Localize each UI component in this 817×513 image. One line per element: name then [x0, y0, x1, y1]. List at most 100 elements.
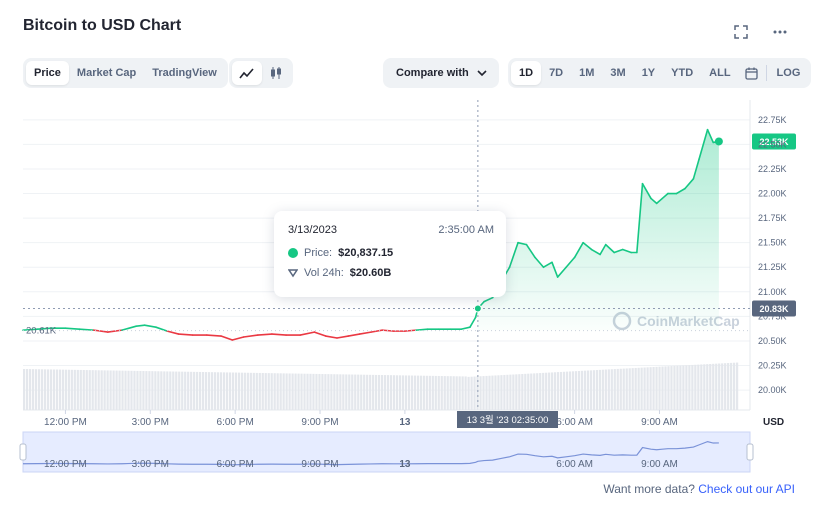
volume-bar: [464, 376, 467, 410]
volume-bar: [419, 375, 422, 410]
range-3m[interactable]: 3M: [610, 67, 626, 79]
expand-icon[interactable]: [731, 22, 751, 42]
volume-bar: [685, 365, 688, 410]
price-line-segment: [655, 197, 664, 205]
compare-with-dropdown[interactable]: Compare with: [383, 58, 499, 88]
range-1y[interactable]: 1Y: [641, 67, 656, 79]
line-chart-icon[interactable]: [232, 61, 262, 85]
volume-bar: [679, 365, 682, 410]
volume-bar: [580, 370, 584, 410]
volume-bar: [536, 373, 539, 410]
price-line-segment: [22, 328, 38, 331]
range-1m[interactable]: 1M: [579, 67, 595, 79]
price-line-segment: [650, 197, 658, 205]
range-1d[interactable]: 1D: [511, 61, 542, 85]
volume-bar: [243, 372, 246, 410]
ellipsis-icon[interactable]: [770, 22, 790, 42]
y-tick-label: 22.75K: [758, 115, 787, 125]
volume-bar: [297, 373, 300, 410]
volume-bar: [372, 374, 375, 410]
volume-bar: [380, 375, 384, 410]
price-line-segment: [698, 128, 709, 160]
volume-bar: [375, 374, 378, 410]
volume-bar: [440, 376, 443, 410]
volume-bar: [482, 376, 485, 410]
price-line-segment: [525, 243, 536, 259]
price-line-segment: [155, 326, 169, 332]
volume-bar: [216, 372, 220, 410]
y-tick-label: 20.50K: [758, 336, 787, 346]
log-toggle[interactable]: LOG: [776, 67, 801, 79]
tab-market-cap[interactable]: Market Cap: [76, 67, 137, 79]
volume-bar: [431, 375, 434, 410]
volume-bar: [357, 374, 360, 410]
price-line-segment: [675, 187, 686, 195]
volume-bar: [383, 375, 387, 410]
navigator-tick-label: 9:00 PM: [301, 459, 338, 470]
price-line-segment: [177, 333, 194, 336]
volume-bar: [601, 369, 604, 410]
x-tick-label: 9:00 PM: [301, 417, 338, 428]
calendar-icon[interactable]: [739, 61, 764, 85]
volume-bar: [378, 374, 381, 410]
navigator-tick-label: 13: [399, 459, 411, 470]
tooltip-volume-row: Vol 24h: $20.60B: [288, 267, 391, 279]
volume-bar: [598, 369, 601, 410]
api-promo-text: Want more data?: [603, 482, 695, 496]
tab-tradingview[interactable]: TradingView: [152, 67, 217, 79]
volume-bar: [703, 364, 706, 410]
api-link[interactable]: Check out our API: [698, 482, 795, 496]
volume-bar: [213, 372, 217, 410]
volume-bar: [204, 372, 208, 410]
volume-bar: [64, 369, 67, 410]
volume-bar: [551, 372, 554, 410]
volume-bar: [291, 373, 294, 410]
volume-bar: [589, 370, 593, 410]
navigator-handle[interactable]: [746, 443, 754, 461]
volume-bar: [452, 376, 455, 410]
volume-bar: [688, 365, 691, 410]
volume-bar: [571, 371, 575, 410]
volume-bar: [342, 374, 345, 410]
volume-bar: [646, 367, 649, 410]
volume-bar: [276, 373, 279, 410]
volume-bar: [577, 370, 581, 410]
volume-bar: [264, 373, 267, 410]
navigator-selection[interactable]: [22, 431, 751, 473]
y-tick-label: 22.50K: [758, 139, 787, 149]
navigator-handle[interactable]: [19, 443, 27, 461]
volume-bar: [470, 376, 473, 410]
volume-bar: [121, 370, 124, 410]
volume-bar: [467, 376, 470, 410]
volume-bar: [285, 373, 288, 410]
range-7d[interactable]: 7D: [549, 67, 564, 79]
range-ytd[interactable]: YTD: [671, 67, 694, 79]
volume-bar: [23, 369, 26, 410]
price-line-segment: [565, 256, 576, 269]
volume-bar: [562, 371, 566, 410]
tab-price[interactable]: Price: [26, 61, 69, 85]
volume-bar: [595, 370, 598, 410]
range-all[interactable]: ALL: [709, 67, 731, 79]
volume-bar: [58, 369, 61, 410]
volume-bar: [246, 372, 249, 410]
volume-bar: [667, 366, 670, 410]
range-switcher: 1D 7D 1M 3M 1Y YTD ALL LOG: [508, 58, 812, 88]
volume-bar: [43, 369, 47, 410]
price-line-segment: [706, 128, 715, 144]
candlestick-icon[interactable]: [262, 61, 290, 85]
volume-bar: [109, 370, 112, 410]
volume-bar: [730, 362, 733, 410]
price-line-segment: [692, 158, 700, 180]
volume-bar: [434, 375, 437, 410]
tooltip-volume-value: $20.60B: [349, 267, 392, 279]
volume-bar: [583, 370, 587, 410]
navigator-tick-label: 6:00 PM: [217, 459, 254, 470]
volume-bar: [348, 374, 351, 410]
price-line-segment: [336, 335, 350, 339]
volume-bar: [61, 369, 64, 410]
navigator-line: [22, 440, 719, 466]
volume-bar: [670, 366, 673, 410]
price-line-segment: [36, 327, 53, 330]
